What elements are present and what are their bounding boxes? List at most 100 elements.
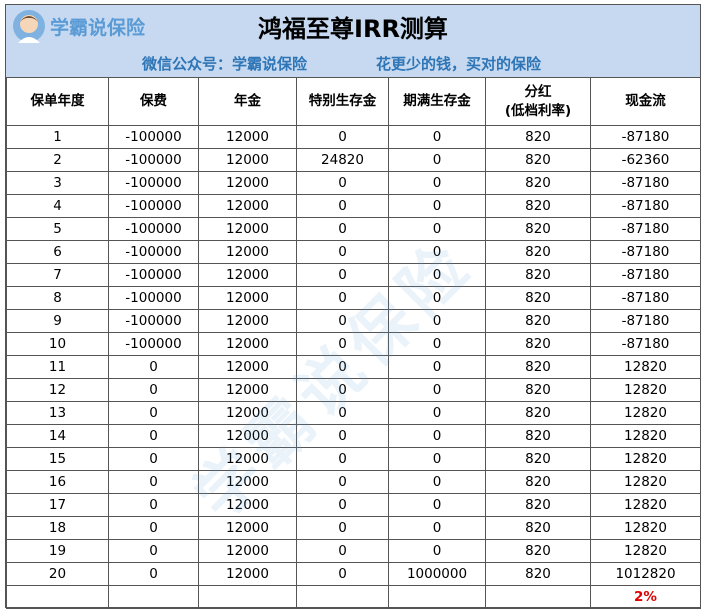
table-cell: 12000: [198, 171, 297, 195]
table-cell: 820: [485, 194, 591, 218]
table-row: 13 0 12000 0 0 820 12820: [6, 401, 701, 425]
table-cell: 0: [388, 332, 486, 356]
table-cell: 12: [6, 378, 109, 402]
table-row: 6 -100000 12000 0 0 820 -87180: [6, 240, 701, 264]
table-cell: 820: [485, 171, 591, 195]
table-cell: 0: [108, 355, 199, 379]
table-cell: 5: [6, 217, 109, 241]
table-cell: 0: [388, 263, 486, 287]
table-cell: 0: [296, 355, 389, 379]
table-cell: 0: [108, 493, 199, 517]
table-cell: 0: [388, 217, 486, 241]
table-cell: 0: [296, 125, 389, 149]
column-header: 分红 (低档利率): [485, 77, 591, 126]
table-cell: 12000: [198, 240, 297, 264]
table-cell: -87180: [590, 286, 701, 310]
table-cell: 12820: [590, 424, 701, 448]
table-cell: 12820: [590, 539, 701, 563]
table-row: 16 0 12000 0 0 820 12820: [6, 470, 701, 494]
table-cell: 820: [485, 447, 591, 471]
table-cell: 12000: [198, 355, 297, 379]
table-cell: 12000: [198, 539, 297, 563]
table-row: 15 0 12000 0 0 820 12820: [6, 447, 701, 471]
table-cell: 0: [388, 148, 486, 172]
table-cell: 7: [6, 263, 109, 287]
table-row: 7 -100000 12000 0 0 820 -87180: [6, 263, 701, 287]
logo-avatar: [13, 10, 45, 43]
table-row: 12 0 12000 0 0 820 12820: [6, 378, 701, 402]
table-cell: 0: [296, 217, 389, 241]
header: 学霸说保险 鸿福至尊IRR测算 微信公众号：学霸说保险 花更少的钱，买对的保险: [6, 5, 700, 78]
table-cell: 10: [6, 332, 109, 356]
table-cell: 820: [485, 378, 591, 402]
table-cell: -100000: [108, 332, 199, 356]
empty-cell: [485, 585, 591, 609]
title: 鸿福至尊IRR测算: [258, 15, 448, 43]
column-header: 年金: [198, 77, 297, 126]
column-header: 特别生存金: [296, 77, 389, 126]
table-row: 19 0 12000 0 0 820 12820: [6, 539, 701, 563]
empty-cell: [198, 585, 297, 609]
table-cell: 820: [485, 516, 591, 540]
table-cell: 3: [6, 171, 109, 195]
table-cell: 12820: [590, 401, 701, 425]
logo-text: 学霸说保险: [50, 17, 146, 39]
table-cell: 12000: [198, 378, 297, 402]
table-cell: 12000: [198, 447, 297, 471]
table-cell: 0: [296, 493, 389, 517]
table-cell: 0: [388, 539, 486, 563]
table-cell: -100000: [108, 217, 199, 241]
table-row: 5 -100000 12000 0 0 820 -87180: [6, 217, 701, 241]
table-cell: 820: [485, 263, 591, 287]
irr-value: 2%: [590, 585, 701, 609]
table-cell: 0: [108, 401, 199, 425]
table-cell: 11: [6, 355, 109, 379]
table-cell: 0: [296, 401, 389, 425]
column-header: 期满生存金: [388, 77, 486, 126]
table-row: 14 0 12000 0 0 820 12820: [6, 424, 701, 448]
irr-row: 2%: [6, 585, 701, 609]
table-cell: 1: [6, 125, 109, 149]
table-cell: 0: [388, 309, 486, 333]
table-cell: 0: [388, 125, 486, 149]
table-cell: 0: [296, 516, 389, 540]
table-cell: 12000: [198, 332, 297, 356]
table-cell: 0: [108, 447, 199, 471]
table-cell: 0: [296, 240, 389, 264]
table-cell: -87180: [590, 309, 701, 333]
column-header: 保费: [108, 77, 199, 126]
table-cell: 0: [296, 332, 389, 356]
table-cell: 12820: [590, 355, 701, 379]
table-cell: -100000: [108, 125, 199, 149]
header-row: 保单年度 保费 年金 特别生存金 期满生存金 分红 (低档利率) 现金流: [6, 77, 701, 126]
table-cell: 0: [108, 516, 199, 540]
empty-cell: [296, 585, 389, 609]
table-cell: 1000000: [388, 562, 486, 586]
table-cell: 0: [388, 194, 486, 218]
table-cell: 0: [296, 286, 389, 310]
table-cell: 12820: [590, 378, 701, 402]
table-row: 2 -100000 12000 24820 0 820 -62360: [6, 148, 701, 172]
table-cell: 12000: [198, 516, 297, 540]
table-cell: 0: [296, 539, 389, 563]
table-cell: 12820: [590, 470, 701, 494]
table-cell: 0: [108, 378, 199, 402]
table-row: 17 0 12000 0 0 820 12820: [6, 493, 701, 517]
table-row: 8 -100000 12000 0 0 820 -87180: [6, 286, 701, 310]
table-cell: 820: [485, 240, 591, 264]
table-cell: 820: [485, 401, 591, 425]
table-cell: -100000: [108, 171, 199, 195]
table-cell: 12000: [198, 217, 297, 241]
table-cell: 820: [485, 286, 591, 310]
table-cell: 0: [296, 194, 389, 218]
table-cell: 0: [388, 424, 486, 448]
table-cell: 0: [388, 286, 486, 310]
table-row: 4 -100000 12000 0 0 820 -87180: [6, 194, 701, 218]
empty-cell: [108, 585, 199, 609]
subtitle: 微信公众号：学霸说保险: [142, 55, 308, 73]
table-cell: 820: [485, 148, 591, 172]
table-cell: 12820: [590, 493, 701, 517]
table-row: 9 -100000 12000 0 0 820 -87180: [6, 309, 701, 333]
table-cell: -100000: [108, 309, 199, 333]
